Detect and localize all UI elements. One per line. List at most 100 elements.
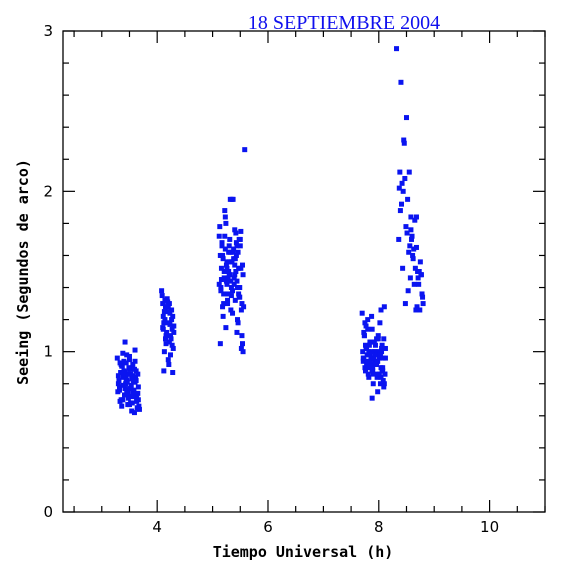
data-point <box>236 236 242 242</box>
data-point <box>119 403 125 409</box>
data-point <box>164 309 170 315</box>
data-point <box>380 355 386 361</box>
data-point <box>378 307 384 313</box>
data-point <box>365 361 371 367</box>
data-point <box>365 371 371 377</box>
data-point <box>159 288 165 294</box>
data-point <box>225 297 231 303</box>
data-point <box>379 342 385 348</box>
data-point <box>377 320 383 326</box>
data-point <box>397 208 403 214</box>
data-point <box>160 301 166 307</box>
data-point <box>229 196 235 202</box>
data-point <box>165 299 171 305</box>
data-point <box>123 376 129 382</box>
data-point <box>163 341 169 347</box>
data-point <box>228 285 234 291</box>
data-point <box>378 374 384 380</box>
data-point <box>230 310 236 316</box>
data-point <box>165 304 171 310</box>
data-point <box>171 329 177 335</box>
data-point <box>123 360 129 366</box>
data-point <box>379 345 385 351</box>
data-point <box>365 326 371 332</box>
data-point <box>401 137 407 143</box>
data-point <box>130 361 136 367</box>
data-point <box>233 269 239 274</box>
data-point <box>420 301 426 307</box>
data-point <box>362 365 368 371</box>
data-point <box>222 214 228 220</box>
data-point <box>239 333 245 339</box>
data-point <box>161 309 167 315</box>
data-point <box>235 249 241 255</box>
data-point <box>126 365 132 371</box>
data-point <box>411 281 417 287</box>
data-point <box>375 333 381 339</box>
data-point <box>410 252 416 258</box>
data-point <box>232 272 238 278</box>
data-point <box>235 317 241 323</box>
data-point <box>129 376 135 382</box>
data-point <box>234 278 240 284</box>
data-point <box>405 196 411 202</box>
data-point <box>361 329 367 335</box>
data-point <box>170 370 176 376</box>
data-point <box>417 259 423 265</box>
data-point <box>381 336 387 342</box>
data-point <box>363 323 369 329</box>
data-point <box>237 243 243 249</box>
data-point <box>230 249 236 255</box>
data-point <box>162 304 168 310</box>
y-tick-label: 3 <box>43 22 53 40</box>
data-point <box>167 333 173 339</box>
data-point <box>220 256 226 262</box>
data-point <box>232 297 238 303</box>
data-point <box>366 374 372 380</box>
data-point <box>217 341 223 347</box>
data-point <box>359 310 365 316</box>
data-point <box>225 275 231 281</box>
data-point <box>166 339 172 345</box>
data-point <box>230 288 236 294</box>
data-point <box>238 345 244 351</box>
data-point <box>233 240 239 246</box>
data-point <box>126 357 132 363</box>
data-point <box>375 336 381 342</box>
data-point <box>132 347 138 353</box>
data-point <box>224 281 230 287</box>
data-point <box>171 323 177 329</box>
data-point <box>170 313 176 319</box>
data-point <box>371 339 377 345</box>
data-point <box>125 371 131 377</box>
y-tick-label: 2 <box>43 182 53 200</box>
y-axis-label: Seeing (Segundos de arco) <box>14 159 32 385</box>
data-point <box>229 259 235 265</box>
data-point <box>218 285 224 291</box>
data-point <box>231 275 237 281</box>
data-point <box>232 227 238 233</box>
data-point <box>234 329 240 335</box>
data-point <box>416 281 422 287</box>
data-point <box>415 275 421 281</box>
data-point <box>132 358 138 364</box>
data-point <box>367 339 373 345</box>
data-point <box>167 310 173 316</box>
data-point <box>220 313 226 319</box>
plot-frame <box>62 30 546 513</box>
data-point <box>380 378 386 384</box>
data-point <box>233 252 239 258</box>
data-point <box>162 317 168 323</box>
data-point <box>163 333 169 339</box>
data-point <box>221 301 227 307</box>
data-point <box>227 236 233 242</box>
data-point <box>223 325 229 331</box>
data-point <box>382 345 388 351</box>
tick-labels: 4 6 8 10 0 1 2 3 <box>43 22 499 536</box>
data-point <box>411 246 417 252</box>
data-point <box>362 368 368 374</box>
data-point <box>239 301 245 307</box>
data-point <box>166 361 172 367</box>
data-point <box>365 317 371 323</box>
data-point <box>218 277 224 283</box>
